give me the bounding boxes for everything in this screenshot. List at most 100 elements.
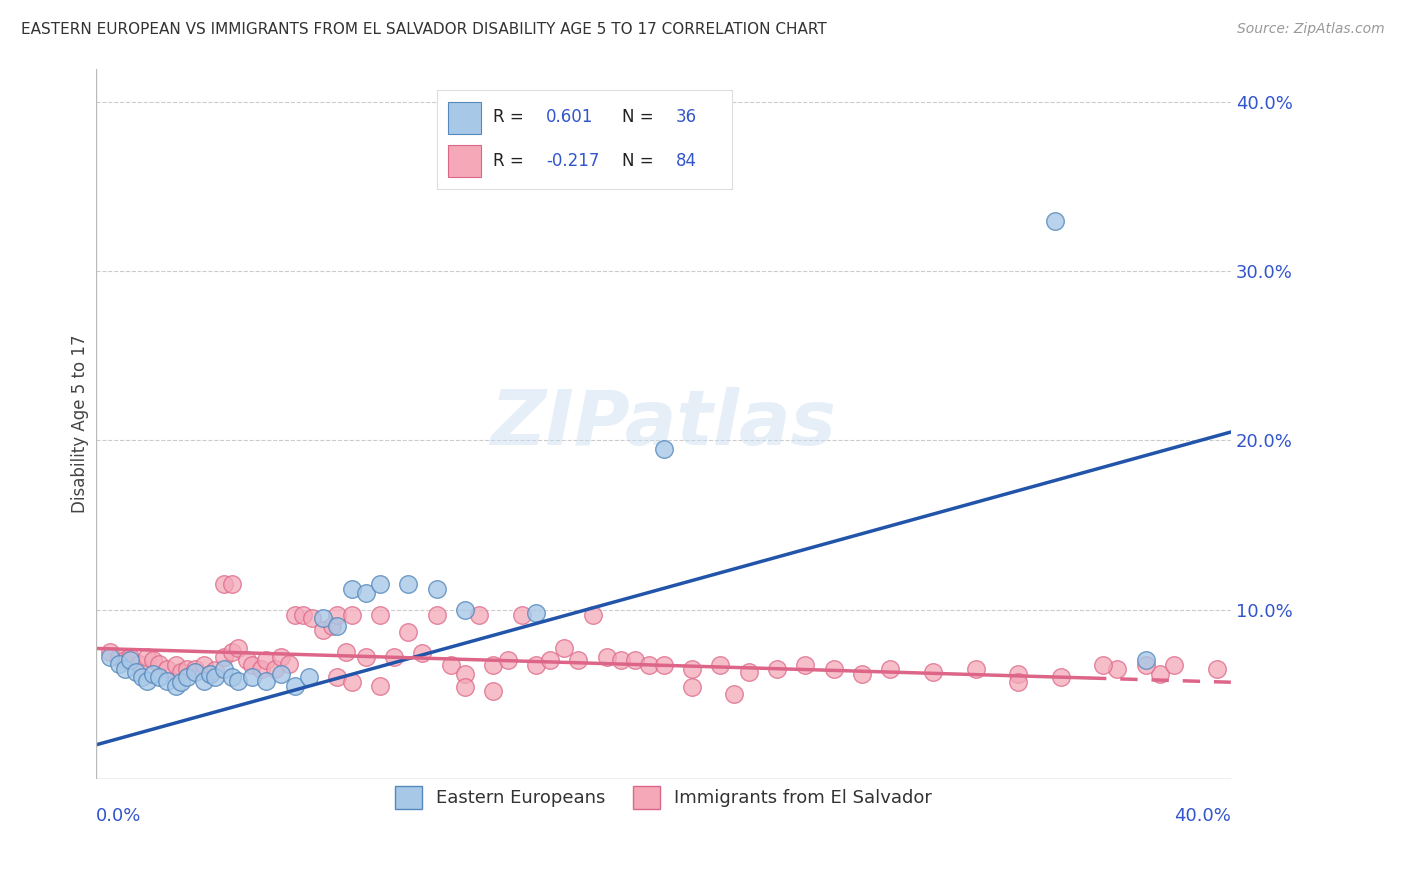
Point [270,649,292,664]
Point [326,670,349,684]
Point [204,664,226,678]
Point [176,670,198,684]
Point [284,679,307,693]
Point [226,673,249,688]
Point [468,607,491,622]
Point [204,670,226,684]
Point [851,666,873,681]
Point [382,649,405,664]
Point [312,611,335,625]
Point [212,649,235,664]
Point [335,645,357,659]
Point [120,653,142,667]
Point [1007,675,1029,690]
Point [396,577,419,591]
Point [142,666,165,681]
Point [284,607,307,622]
Legend: Eastern Europeans, Immigrants from El Salvador: Eastern Europeans, Immigrants from El Sa… [388,780,939,815]
Point [108,649,131,664]
Point [610,653,633,667]
Point [156,662,179,676]
Point [1163,658,1185,673]
Point [128,657,150,671]
Point [454,666,477,681]
Point [114,653,136,667]
Point [270,666,292,681]
Point [426,607,449,622]
Text: Source: ZipAtlas.com: Source: ZipAtlas.com [1237,22,1385,37]
Point [426,582,449,597]
Point [221,577,243,591]
Point [879,662,901,676]
Point [312,623,335,637]
Point [212,662,235,676]
Point [1092,658,1115,673]
Point [184,662,207,676]
Point [326,619,349,633]
Point [235,653,257,667]
Point [596,649,619,664]
Point [170,675,193,690]
Point [221,670,243,684]
Point [624,653,647,667]
Point [326,607,349,622]
Point [165,658,187,673]
Point [723,687,745,701]
Point [298,670,321,684]
Point [193,658,215,673]
Point [681,662,703,676]
Point [1149,666,1171,681]
Point [184,665,207,679]
Point [340,582,363,597]
Point [538,653,561,667]
Point [321,619,343,633]
Y-axis label: Disability Age 5 to 17: Disability Age 5 to 17 [72,334,89,513]
Point [1049,670,1071,684]
Point [100,649,122,664]
Point [524,606,547,620]
Point [681,681,703,695]
Point [411,647,433,661]
Point [193,673,215,688]
Point [454,602,477,616]
Point [125,665,148,679]
Point [254,653,277,667]
Text: 0.0%: 0.0% [96,807,142,825]
Point [823,662,845,676]
Point [120,649,142,664]
Point [766,662,789,676]
Point [965,662,987,676]
Point [652,658,675,673]
Point [396,624,419,639]
Point [226,641,249,656]
Point [148,670,170,684]
Point [198,666,221,681]
Point [368,577,391,591]
Point [221,645,243,659]
Point [340,675,363,690]
Point [737,665,759,679]
Text: 40.0%: 40.0% [1174,807,1230,825]
Point [278,657,301,671]
Point [156,673,179,688]
Point [240,658,263,673]
Point [100,645,122,659]
Point [638,658,661,673]
Point [482,658,505,673]
Point [368,607,391,622]
Point [292,607,315,622]
Point [1135,658,1157,673]
Point [1043,213,1066,227]
Point [794,658,817,673]
Point [254,673,277,688]
Point [340,607,363,622]
Point [240,670,263,684]
Point [709,658,731,673]
Point [176,662,198,676]
Point [136,649,159,664]
Point [198,666,221,681]
Point [440,658,463,673]
Point [212,577,235,591]
Point [496,653,519,667]
Point [510,607,533,622]
